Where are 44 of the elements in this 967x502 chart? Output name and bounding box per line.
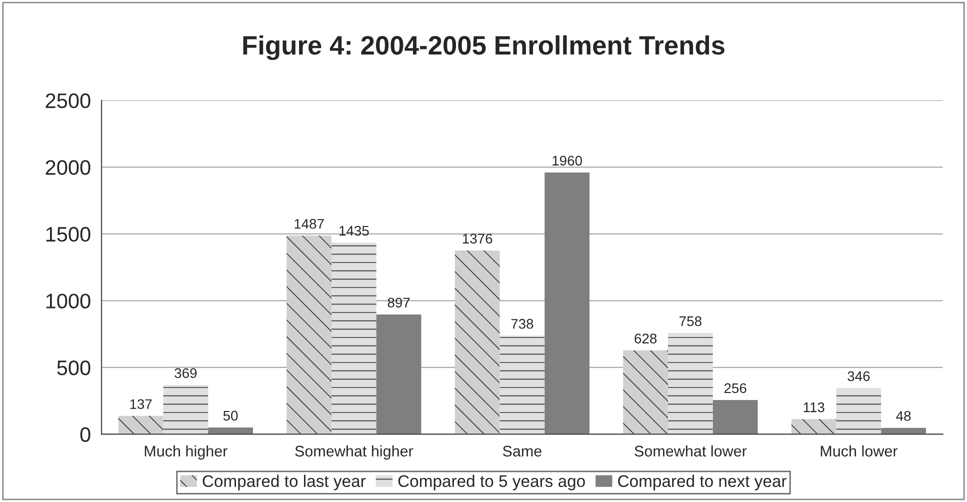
data-label: 1435: [340, 226, 369, 236]
data-label: 758: [680, 316, 702, 326]
data-label: 628: [634, 334, 657, 344]
bar: [712, 400, 758, 434]
data-label: 48: [896, 411, 911, 421]
y-tick-label: 1500: [46, 226, 90, 242]
x-tick-label: Somewhat higher: [295, 445, 414, 460]
y-tick-label: 1000: [46, 294, 90, 308]
bar: [544, 172, 590, 434]
bar: [791, 419, 836, 434]
bar: [623, 350, 668, 434]
bar: [500, 336, 545, 434]
bar: [208, 428, 253, 434]
y-tick-label: 500: [57, 360, 90, 376]
data-label: 369: [174, 368, 197, 378]
x-tick-label: Same: [502, 446, 542, 457]
chart-title: Figure 4: 2004-2005 Enrollment Trends: [243, 35, 724, 60]
data-label: 137: [130, 399, 152, 410]
data-label: 1376: [462, 234, 492, 244]
data-label: 256: [724, 383, 746, 394]
data-label: 50: [223, 410, 238, 421]
x-tick-label: Much lower: [820, 445, 898, 457]
bar: [163, 384, 208, 434]
bar: [454, 250, 500, 434]
x-tick-label: Somewhat lower: [634, 445, 747, 457]
data-label: 346: [848, 371, 870, 382]
legend-label: Compared to last year: [202, 474, 366, 490]
y-tick-label: 0: [80, 427, 90, 442]
bar: [836, 388, 882, 434]
bar: [118, 416, 164, 434]
legend-label: Compared to 5 years ago: [398, 474, 585, 490]
bar: [668, 333, 713, 434]
data-label: 1960: [552, 156, 582, 166]
data-label: 738: [511, 318, 534, 329]
legend-label: Compared to next year: [618, 474, 786, 490]
bar: [286, 236, 332, 434]
data-label: 1487: [294, 218, 324, 229]
bar: [376, 314, 422, 434]
x-tick-label: Much higher: [144, 445, 228, 460]
data-label: 897: [388, 298, 410, 308]
y-tick-label: 2500: [46, 93, 90, 108]
bar: [331, 242, 376, 434]
data-label: 113: [804, 402, 824, 412]
y-tick-label: 2000: [46, 160, 90, 175]
